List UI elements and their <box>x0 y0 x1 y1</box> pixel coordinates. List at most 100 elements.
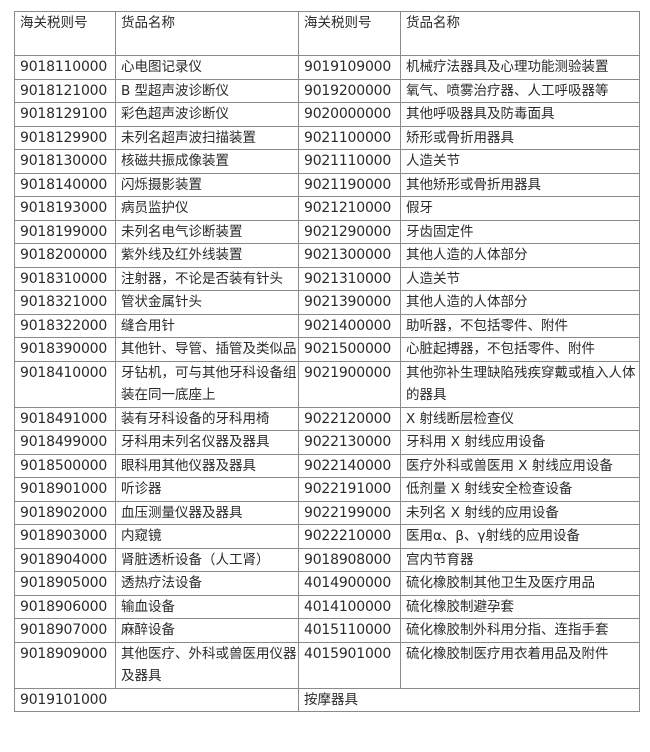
tariff-code: 9018410000 <box>14 360 116 408</box>
goods-name: 牙科用 X 射线应用设备 <box>400 430 640 455</box>
goods-name: 医疗外科或兽医用 X 射线应用设备 <box>400 453 640 478</box>
tariff-code: 4015901000 <box>298 641 401 689</box>
tariff-code: 9018321000 <box>14 290 116 315</box>
table-row: 9018129100 彩色超声波诊断仪 9020000000 其他呼吸器具及防毒面具 <box>14 102 640 127</box>
goods-name: 其他人造的人体部分 <box>400 243 640 268</box>
tariff-code: 9018129900 <box>14 125 116 150</box>
tariff-code: 9018110000 <box>14 55 116 80</box>
tariff-code: 9018909000 <box>14 641 116 689</box>
goods-name: B 型超声波诊断仪 <box>115 78 299 103</box>
tariff-code: 9018491000 <box>14 406 116 431</box>
goods-name: 肾脏透析设备（人工肾） <box>115 547 299 572</box>
goods-name: 管状金属针头 <box>115 290 299 315</box>
tariff-code: 9018908000 <box>298 547 401 572</box>
tariff-code: 9019101000 <box>14 687 299 712</box>
goods-name: 心电图记录仪 <box>115 55 299 80</box>
tariff-code: 9018390000 <box>14 337 116 362</box>
goods-name: 心脏起搏器，不包括零件、附件 <box>400 337 640 362</box>
goods-name: 紫外线及红外线装置 <box>115 243 299 268</box>
tariff-code: 9021100000 <box>298 125 401 150</box>
goods-name: 矫形或骨折用器具 <box>400 125 640 150</box>
table-row: 9018901000 听诊器 9022191000 低剂量 X 射线安全检查设备 <box>14 477 640 502</box>
tariff-code: 9022120000 <box>298 406 401 431</box>
goods-name: 听诊器 <box>115 477 299 502</box>
goods-name: 医用α、β、γ射线的应用设备 <box>400 524 640 549</box>
goods-name: 内窥镜 <box>115 524 299 549</box>
tariff-code: 9021110000 <box>298 149 401 174</box>
tariff-code: 9021400000 <box>298 313 401 338</box>
goods-name: 未列名超声波扫描装置 <box>115 125 299 150</box>
tariff-code: 9018322000 <box>14 313 116 338</box>
goods-name: 硫化橡胶制外科用分指、连指手套 <box>400 618 640 643</box>
goods-name: 装有牙科设备的牙科用椅 <box>115 406 299 431</box>
goods-name: 其他医疗、外科或兽医用仪器及器具 <box>115 641 299 689</box>
tariff-code: 9021210000 <box>298 196 401 221</box>
tariff-code: 9021190000 <box>298 172 401 197</box>
tariff-code: 9018902000 <box>14 500 116 525</box>
tariff-code: 9018121000 <box>14 78 116 103</box>
tariff-code: 9019109000 <box>298 55 401 80</box>
table-row: 9018904000 肾脏透析设备（人工肾） 9018908000 宫内节育器 <box>14 547 640 572</box>
goods-name: 硫化橡胶制医疗用衣着用品及附件 <box>400 641 640 689</box>
table-row: 9018410000 牙钻机，可与其他牙科设备组装在同一底座上 9021900000… <box>14 360 640 408</box>
goods-name: 按摩器具 <box>298 687 640 712</box>
tariff-code: 9018500000 <box>14 453 116 478</box>
tariff-code: 9018130000 <box>14 149 116 174</box>
tariff-code: 9022199000 <box>298 500 401 525</box>
tariff-code: 4014900000 <box>298 571 401 596</box>
goods-name: 宫内节育器 <box>400 547 640 572</box>
tariff-code: 9018907000 <box>14 618 116 643</box>
goods-name: X 射线断层检查仪 <box>400 406 640 431</box>
goods-name: 血压测量仪器及器具 <box>115 500 299 525</box>
tariff-code: 9021310000 <box>298 266 401 291</box>
table-row: 9018322000 缝合用针 9021400000 助听器，不包括零件、附件 <box>14 313 640 338</box>
goods-name: 输血设备 <box>115 594 299 619</box>
table-row: 9018321000 管状金属针头 9021390000 其他人造的人体部分 <box>14 290 640 315</box>
table-row: 9018310000 注射器，不论是否装有针头 9021310000 人造关节 <box>14 266 640 291</box>
goods-name: 人造关节 <box>400 149 640 174</box>
tariff-code: 9021290000 <box>298 219 401 244</box>
table-row: 9018907000 麻醉设备 4015110000 硫化橡胶制外科用分指、连指手套 <box>14 618 640 643</box>
header-goods-name: 货品名称 <box>400 11 640 56</box>
tariff-code: 9018129100 <box>14 102 116 127</box>
table-row: 9018129900 未列名超声波扫描装置 9021100000 矫形或骨折用器具 <box>14 125 640 150</box>
tariff-code: 9018499000 <box>14 430 116 455</box>
tariff-code: 9020000000 <box>298 102 401 127</box>
tariff-code: 9021500000 <box>298 337 401 362</box>
tariff-code: 9018904000 <box>14 547 116 572</box>
goods-name: 闪烁摄影装置 <box>115 172 299 197</box>
goods-name: 眼科用其他仪器及器具 <box>115 453 299 478</box>
goods-name: 牙钻机，可与其他牙科设备组装在同一底座上 <box>115 360 299 408</box>
tariff-code: 9018905000 <box>14 571 116 596</box>
tariff-code: 9021900000 <box>298 360 401 408</box>
table-row: 9018193000 病员监护仪 9021210000 假牙 <box>14 196 640 221</box>
table-row-last: 9019101000 按摩器具 <box>14 687 640 712</box>
table-row: 9018906000 输血设备 4014100000 硫化橡胶制避孕套 <box>14 594 640 619</box>
goods-name: 其他人造的人体部分 <box>400 290 640 315</box>
tariff-code: 4015110000 <box>298 618 401 643</box>
tariff-code: 9022191000 <box>298 477 401 502</box>
table-row: 9018905000 透热疗法设备 4014900000 硫化橡胶制其他卫生及医疗用品 <box>14 571 640 596</box>
goods-name: 注射器，不论是否装有针头 <box>115 266 299 291</box>
tariff-code: 9018310000 <box>14 266 116 291</box>
header-goods-name: 货品名称 <box>115 11 299 56</box>
tariff-code: 9021390000 <box>298 290 401 315</box>
tariff-code: 9018906000 <box>14 594 116 619</box>
table-row: 9018140000 闪烁摄影装置 9021190000 其他矫形或骨折用器具 <box>14 172 640 197</box>
table-row: 9018121000 B 型超声波诊断仪 9019200000 氧气、喷雾治疗器、人工… <box>14 78 640 103</box>
table-row: 9018902000 血压测量仪器及器具 9022199000 未列名 X 射线的应用… <box>14 500 640 525</box>
header-tariff-code: 海关税则号 <box>298 11 401 56</box>
tariff-code: 9022210000 <box>298 524 401 549</box>
goods-name: 氧气、喷雾治疗器、人工呼吸器等 <box>400 78 640 103</box>
header-row: 海关税则号 货品名称 海关税则号 货品名称 <box>14 11 640 56</box>
table-row: 9018500000 眼科用其他仪器及器具 9022140000 医疗外科或兽医用 X… <box>14 453 640 478</box>
table-row: 9018130000 核磁共振成像装置 9021110000 人造关节 <box>14 149 640 174</box>
goods-name: 未列名电气诊断装置 <box>115 219 299 244</box>
table-row: 9018200000 紫外线及红外线装置 9021300000 其他人造的人体部分 <box>14 243 640 268</box>
table-row: 9018390000 其他针、导管、插管及类似品 9021500000 心脏起搏器，不… <box>14 337 640 362</box>
goods-name: 缝合用针 <box>115 313 299 338</box>
table-row: 9018491000 装有牙科设备的牙科用椅 9022120000 X 射线断层检查仪 <box>14 406 640 431</box>
tariff-code: 9021300000 <box>298 243 401 268</box>
tariff-code: 9018193000 <box>14 196 116 221</box>
goods-name: 低剂量 X 射线安全检查设备 <box>400 477 640 502</box>
